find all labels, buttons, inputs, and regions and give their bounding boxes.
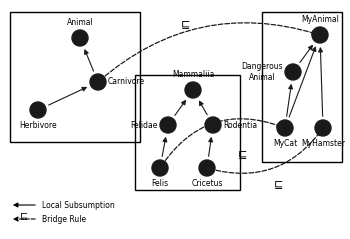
FancyArrowPatch shape xyxy=(210,131,321,173)
Text: ⊑: ⊑ xyxy=(237,150,247,160)
Text: Carnivore: Carnivore xyxy=(108,77,145,87)
FancyArrowPatch shape xyxy=(100,23,316,80)
Text: Animal: Animal xyxy=(66,18,93,27)
Text: Cricetus: Cricetus xyxy=(191,179,223,188)
Circle shape xyxy=(205,117,221,133)
Text: MyCat: MyCat xyxy=(273,139,297,148)
Circle shape xyxy=(185,82,201,98)
Circle shape xyxy=(312,27,328,43)
Circle shape xyxy=(199,160,215,176)
Circle shape xyxy=(160,117,176,133)
Text: Local Subsumption: Local Subsumption xyxy=(42,201,115,210)
Bar xyxy=(262,12,342,162)
Circle shape xyxy=(90,74,106,90)
FancyArrowPatch shape xyxy=(162,119,281,166)
Circle shape xyxy=(285,64,301,80)
Text: Felidae: Felidae xyxy=(131,120,158,130)
Text: Bridge Rule: Bridge Rule xyxy=(42,214,86,223)
Text: ⊑: ⊑ xyxy=(180,20,190,30)
Text: MyAnimal: MyAnimal xyxy=(301,15,339,24)
Circle shape xyxy=(315,120,331,136)
Circle shape xyxy=(277,120,293,136)
Bar xyxy=(135,75,240,190)
Text: Mammaliia: Mammaliia xyxy=(172,70,214,79)
Text: Felis: Felis xyxy=(152,179,169,188)
Circle shape xyxy=(72,30,88,46)
Circle shape xyxy=(30,102,46,118)
Text: ⊑: ⊑ xyxy=(273,180,283,190)
Text: Dangerous
Animal: Dangerous Animal xyxy=(241,62,283,82)
Text: Herbivore: Herbivore xyxy=(19,121,57,130)
Text: Rodentia: Rodentia xyxy=(223,120,257,130)
Text: MyHamster: MyHamster xyxy=(301,139,345,148)
Circle shape xyxy=(152,160,168,176)
Bar xyxy=(10,12,140,142)
Text: ⊑: ⊑ xyxy=(20,210,28,220)
